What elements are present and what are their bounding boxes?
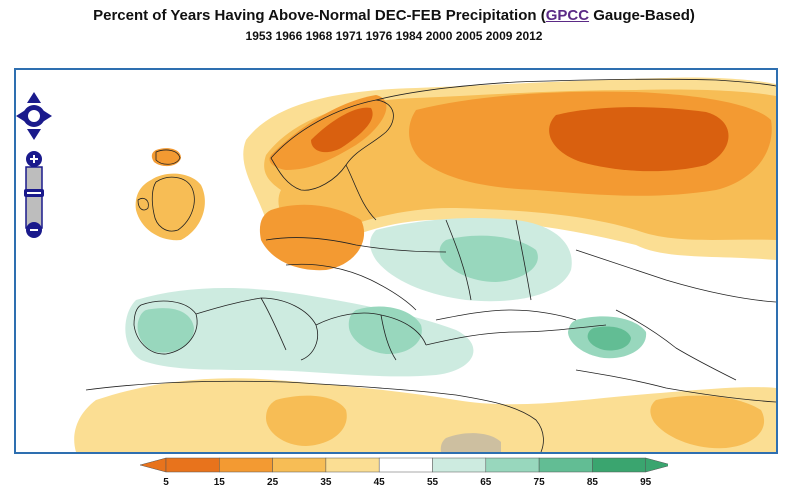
zoom-in-button[interactable] [26, 151, 42, 167]
dark-green-region-caucasus [587, 326, 631, 351]
map-navigation-control [16, 92, 52, 238]
legend-swatch [165, 457, 220, 473]
map-title: Percent of Years Having Above-Normal DEC… [0, 7, 788, 24]
orange-region-iceland [151, 148, 181, 167]
tan-region-egypt [440, 433, 501, 452]
gpcc-link[interactable]: GPCC [545, 7, 590, 24]
color-legend: 5 15 25 35 45 55 65 75 85 95 [140, 457, 668, 488]
green-region-iberia [137, 308, 194, 353]
pan-down-icon [27, 129, 41, 140]
legend-tick-label: 85 [587, 477, 599, 488]
legend-tick-label: 45 [374, 477, 386, 488]
legend-tick-label: 95 [640, 477, 652, 488]
orange-region-germany [259, 204, 365, 271]
title-suffix: Gauge-Based) [589, 7, 695, 24]
legend-tick-label: 25 [267, 477, 279, 488]
light-orange-region-sahara [266, 395, 347, 446]
legend-arrow-low [140, 457, 167, 473]
legend-swatch [592, 457, 646, 473]
years-list: 1953 1966 1968 1971 1976 1984 2000 2005 … [245, 29, 543, 43]
legend-swatch [485, 457, 540, 473]
zoom-out-button[interactable] [26, 222, 42, 238]
pan-left-icon [16, 109, 27, 123]
light-orange-region-arabia [650, 395, 765, 449]
green-region-balkans [348, 306, 422, 355]
legend-tick-label: 15 [214, 477, 226, 488]
legend-swatch [378, 457, 433, 473]
orange-region-british-isles [135, 173, 205, 241]
deep-orange-region-russia [549, 107, 729, 172]
legend-swatch [219, 457, 273, 473]
zoom-slider-track [25, 166, 43, 229]
plus-icon [30, 155, 38, 163]
legend-swatch [432, 457, 487, 473]
zoom-slider-handle[interactable] [24, 189, 44, 197]
deep-orange-region-scandinavia [311, 107, 373, 153]
legend-tick-label: 5 [163, 477, 169, 488]
legend-swatch [325, 457, 380, 473]
map-viewport[interactable] [14, 68, 778, 454]
title-prefix: Percent of Years Having Above-Normal DEC… [93, 7, 546, 24]
pan-right-icon [41, 109, 52, 123]
pan-up-icon [27, 92, 41, 103]
legend-tick-label: 55 [427, 477, 439, 488]
legend-swatch [272, 457, 327, 473]
legend-swatch [538, 457, 593, 473]
legend-arrow-high [645, 457, 668, 473]
legend-tick-label: 75 [534, 477, 546, 488]
pale-yellow-region-north-africa [74, 378, 776, 452]
legend-tick-label: 65 [480, 477, 492, 488]
pan-control[interactable] [16, 92, 52, 140]
country-borders [85, 78, 776, 452]
legend-tick-label: 35 [320, 477, 332, 488]
pale-green-region-mediterranean [125, 288, 474, 377]
